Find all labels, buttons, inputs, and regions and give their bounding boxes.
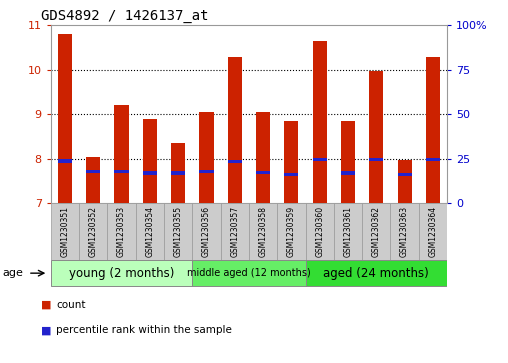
Bar [341,121,355,203]
Bar [256,171,270,174]
Text: young (2 months): young (2 months) [69,267,174,280]
Bar [426,57,440,203]
Bar [312,158,327,161]
Bar [284,173,299,176]
Text: age: age [3,268,23,278]
Text: GSM1230358: GSM1230358 [259,206,268,257]
Bar [199,170,213,173]
Text: GSM1230364: GSM1230364 [428,206,437,257]
Bar [397,173,411,176]
Bar [79,203,107,260]
Bar [362,203,391,260]
Bar [220,203,249,260]
Bar [249,203,277,260]
Bar [341,171,355,175]
Text: GDS4892 / 1426137_at: GDS4892 / 1426137_at [41,9,208,23]
Bar [256,112,270,203]
Bar [305,260,447,286]
Text: GSM1230353: GSM1230353 [117,206,126,257]
Bar [284,121,299,203]
Bar [334,203,362,260]
Bar [193,203,220,260]
Bar [86,156,101,203]
Bar [143,119,157,203]
Bar [114,170,129,173]
Bar [199,112,213,203]
Bar [397,160,411,203]
Text: GSM1230359: GSM1230359 [287,206,296,257]
Text: GSM1230355: GSM1230355 [174,206,183,257]
Bar [86,170,101,173]
Bar [277,203,305,260]
Bar [58,34,72,203]
Bar [114,105,129,203]
Text: ■: ■ [41,325,51,335]
Text: GSM1230351: GSM1230351 [60,206,70,257]
Bar [228,160,242,163]
Bar [171,171,185,175]
Bar [228,57,242,203]
Text: GSM1230352: GSM1230352 [89,206,98,257]
Bar [107,203,136,260]
Bar [426,158,440,161]
Bar [305,203,334,260]
Bar [143,171,157,175]
Text: middle aged (12 months): middle aged (12 months) [187,268,311,278]
Text: ■: ■ [41,300,51,310]
Text: GSM1230354: GSM1230354 [145,206,154,257]
Bar [193,260,305,286]
Text: GSM1230357: GSM1230357 [230,206,239,257]
Bar [369,158,384,161]
Bar [136,203,164,260]
Text: count: count [56,300,85,310]
Text: percentile rank within the sample: percentile rank within the sample [56,325,232,335]
Text: GSM1230362: GSM1230362 [372,206,381,257]
Bar [58,159,72,163]
Bar [164,203,193,260]
Text: GSM1230356: GSM1230356 [202,206,211,257]
Bar [419,203,447,260]
Text: GSM1230363: GSM1230363 [400,206,409,257]
Bar [312,41,327,203]
Bar [369,71,384,203]
Bar [51,260,193,286]
Bar [171,143,185,203]
Text: GSM1230360: GSM1230360 [315,206,324,257]
Text: aged (24 months): aged (24 months) [324,267,429,280]
Bar [51,203,79,260]
Bar [391,203,419,260]
Text: GSM1230361: GSM1230361 [343,206,353,257]
